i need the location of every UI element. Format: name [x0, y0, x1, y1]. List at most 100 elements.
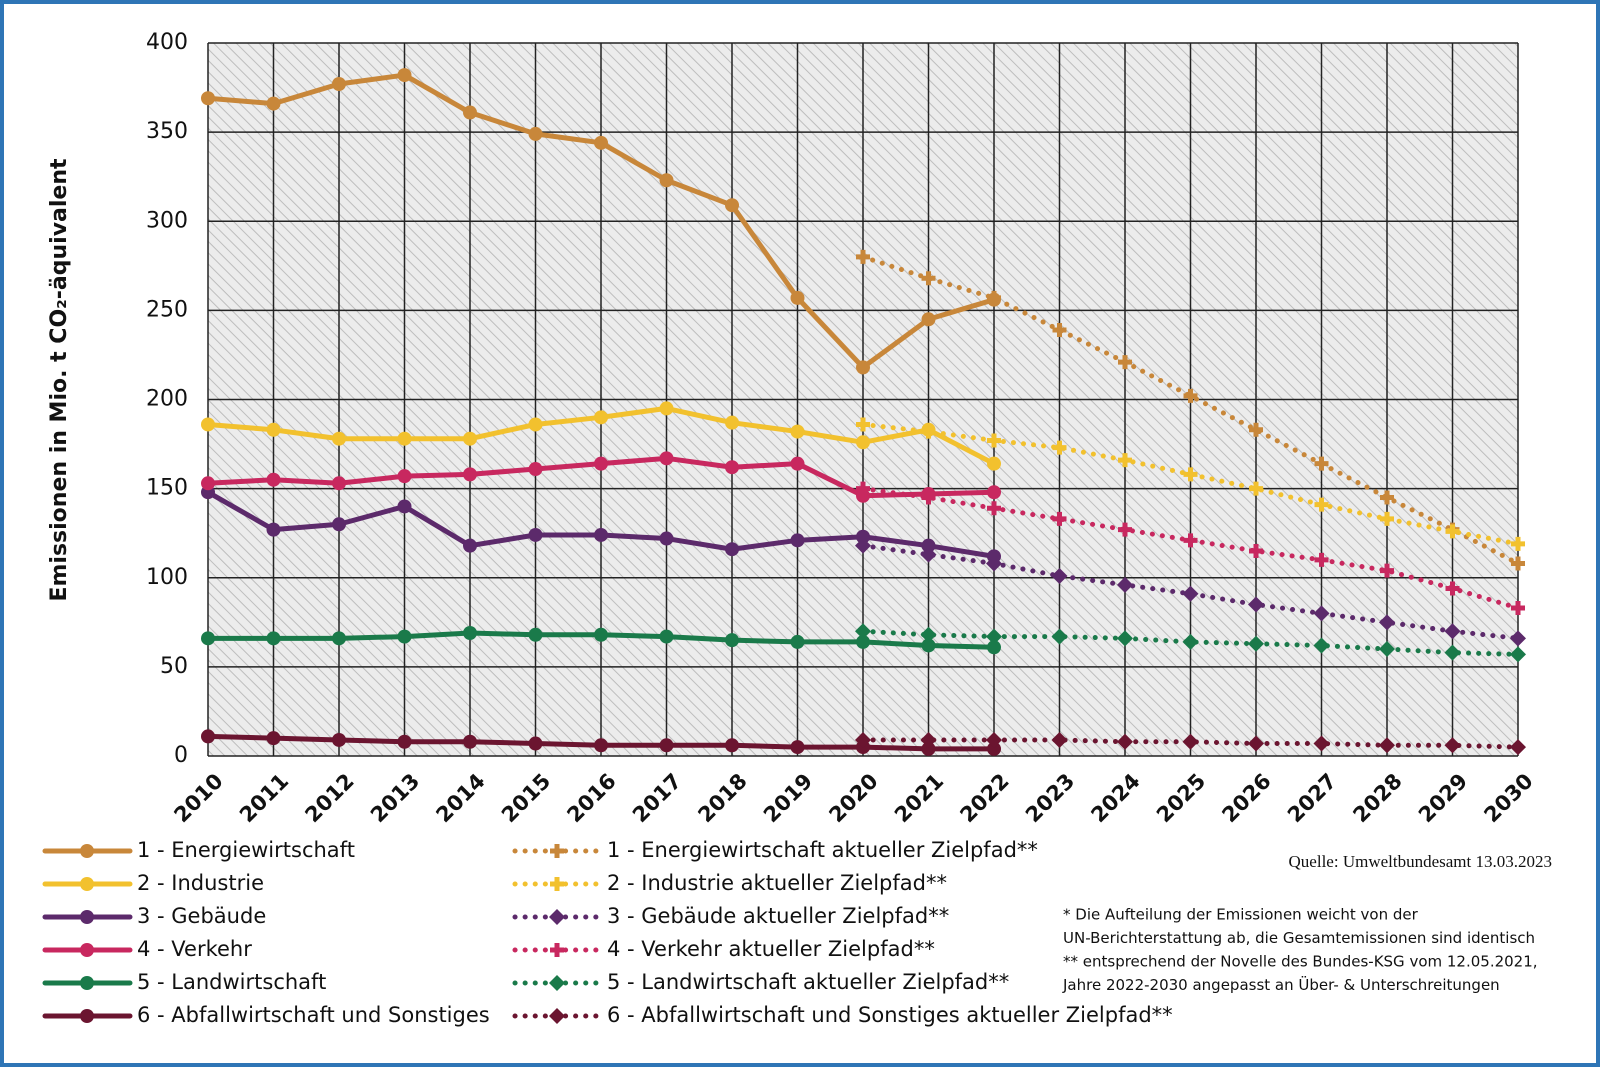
- point: [463, 467, 477, 482]
- point: [201, 417, 215, 432]
- point: [1510, 739, 1526, 756]
- legend-marker: [80, 877, 94, 891]
- legend-marker: [80, 1009, 94, 1023]
- point: [920, 731, 937, 748]
- point: [986, 731, 1002, 748]
- y-tick-label: 400: [146, 30, 188, 55]
- point: [987, 456, 1001, 471]
- point: [659, 401, 674, 416]
- point: [1052, 511, 1067, 526]
- point: [1380, 511, 1394, 526]
- point: [1182, 633, 1199, 650]
- legend-marker: [550, 877, 564, 891]
- point: [1444, 737, 1461, 754]
- point: [1248, 596, 1264, 613]
- point: [332, 76, 346, 91]
- point: [1249, 544, 1263, 559]
- point: [463, 626, 477, 641]
- point: [528, 627, 543, 642]
- point: [790, 424, 805, 439]
- legend-label: 1 - Energiewirtschaft aktueller Zielpfad…: [607, 838, 1038, 862]
- point: [987, 485, 1001, 500]
- point: [921, 741, 936, 756]
- point: [1051, 567, 1068, 584]
- point: [397, 469, 412, 484]
- point: [921, 271, 936, 286]
- point: [528, 126, 543, 141]
- point: [266, 96, 281, 111]
- legend-label: 6 - Abfallwirtschaft und Sonstiges: [137, 1003, 490, 1027]
- point: [921, 638, 936, 653]
- y-tick-label: 350: [146, 119, 188, 144]
- point: [266, 522, 281, 537]
- point: [986, 555, 1002, 572]
- point: [1249, 481, 1263, 496]
- point: [855, 623, 871, 640]
- point: [201, 631, 215, 646]
- point: [987, 741, 1001, 756]
- legend-marker: [550, 844, 564, 858]
- point: [463, 734, 477, 749]
- point: [920, 626, 937, 643]
- point: [528, 736, 543, 751]
- point: [266, 472, 281, 487]
- point: [1117, 733, 1133, 750]
- y-tick-label: 300: [146, 208, 188, 233]
- legend-label: 5 - Landwirtschaft: [137, 970, 326, 994]
- point: [1511, 536, 1525, 551]
- point: [1118, 355, 1132, 370]
- point: [1117, 630, 1133, 647]
- point: [920, 546, 937, 563]
- point: [1380, 490, 1394, 505]
- point: [266, 422, 281, 437]
- legend-marker: [549, 975, 565, 991]
- y-tick-label: 0: [174, 743, 188, 768]
- point: [1444, 623, 1461, 640]
- point: [1183, 533, 1198, 548]
- point: [1379, 614, 1395, 631]
- point: [397, 629, 412, 644]
- note: Jahre 2022-2030 angepasst an Über- & Unt…: [1062, 975, 1500, 994]
- point: [725, 198, 739, 213]
- legend-label: 4 - Verkehr aktueller Zielpfad**: [607, 937, 935, 961]
- point: [1183, 388, 1198, 403]
- point: [1117, 576, 1133, 593]
- series-line: [860, 628, 1521, 657]
- point: [594, 738, 608, 753]
- note: UN-Berichterstattung ab, die Gesamtemiss…: [1063, 929, 1535, 947]
- y-axis-label: Emissionen in Mio. t CO₂-äquivalent: [47, 158, 72, 602]
- point: [397, 68, 412, 83]
- point: [1444, 644, 1461, 661]
- point: [856, 488, 870, 503]
- point: [266, 731, 281, 746]
- point: [987, 290, 1001, 305]
- point: [1313, 605, 1330, 622]
- point: [856, 417, 870, 432]
- point: [855, 731, 871, 748]
- point: [1183, 467, 1198, 482]
- point: [1314, 552, 1329, 567]
- point: [201, 729, 215, 744]
- point: [1248, 635, 1264, 652]
- legend-marker: [80, 910, 94, 924]
- legend-label: 2 - Industrie aktueller Zielpfad**: [607, 871, 947, 895]
- point: [659, 451, 674, 466]
- point: [856, 249, 870, 264]
- point: [1314, 497, 1329, 512]
- point: [921, 424, 936, 439]
- note: * Die Aufteilung der Emissionen weicht v…: [1063, 906, 1419, 924]
- point: [332, 517, 346, 532]
- point: [986, 628, 1002, 645]
- point: [463, 538, 477, 553]
- point: [332, 732, 346, 747]
- point: [987, 501, 1001, 516]
- point: [790, 533, 805, 548]
- y-tick-label: 150: [146, 476, 188, 501]
- point: [1052, 440, 1067, 455]
- point: [528, 417, 543, 432]
- source: Quelle: Umweltbundesamt 13.03.2023: [1289, 852, 1552, 871]
- point: [1313, 637, 1330, 654]
- point: [1379, 737, 1395, 754]
- legend-marker: [549, 909, 565, 925]
